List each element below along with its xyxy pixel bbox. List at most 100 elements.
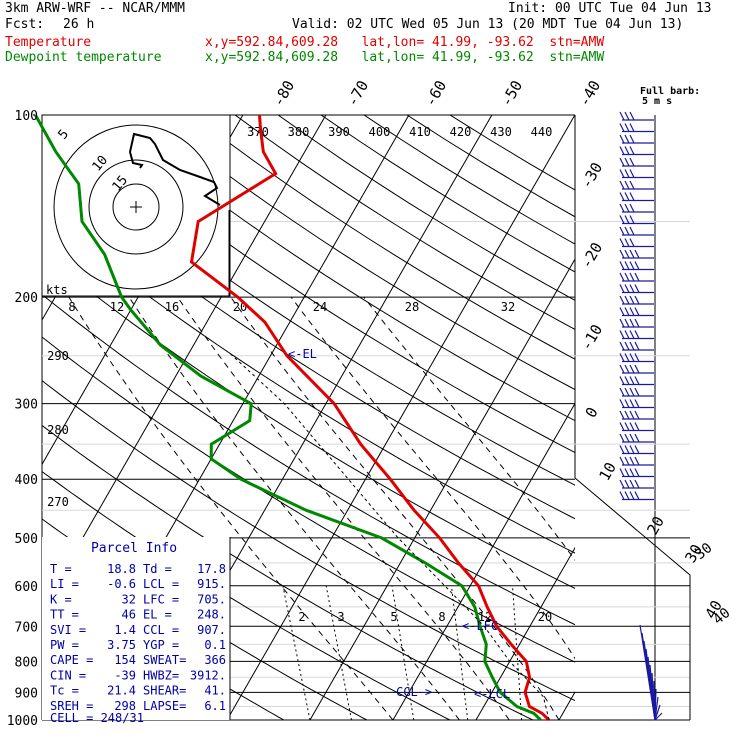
hodograph-units: kts — [46, 283, 68, 297]
mixing-ratio-line — [584, 586, 589, 720]
parcel-key: CIN = — [50, 668, 86, 682]
hodograph-speed-label: 28 — [405, 300, 419, 314]
isotherm — [309, 258, 575, 720]
parcel-key: T = — [50, 562, 72, 576]
wind-barb-flag — [629, 468, 635, 477]
wind-barb-flag — [629, 445, 635, 454]
mixing-ratio-line — [450, 585, 469, 720]
wind-barb-flag — [619, 295, 625, 305]
dry-adiabat — [191, 115, 575, 360]
parcel-key: EL = — [143, 608, 172, 622]
theta-label: 440 — [531, 125, 553, 139]
moist-adiabat — [177, 296, 510, 720]
wind-barb-flag — [624, 479, 630, 489]
parcel-key: LFC = — [143, 592, 179, 606]
wind-barb-flag — [634, 468, 640, 477]
wind-barb-flag — [624, 353, 630, 362]
wind-barb-flag — [624, 387, 630, 397]
wind-barb-flag — [629, 180, 635, 190]
hodograph-speed-label: 32 — [501, 300, 515, 314]
wind-barb-flag — [634, 318, 640, 328]
parcel-panel-bg — [42, 537, 230, 720]
wind-barb-flag — [629, 134, 635, 144]
moist-adiabat — [128, 296, 460, 720]
pressure-label-600: 600 — [15, 580, 38, 595]
wind-barb-flag — [624, 157, 630, 167]
mixing-ratio-label: 5 — [390, 610, 397, 624]
theta-label: 410 — [409, 125, 431, 139]
pressure-tick-labels: 100 200 300 400 500 600 700 800 900 1000 — [7, 109, 38, 729]
isotherm — [226, 115, 575, 720]
wind-barb-flag — [624, 433, 630, 443]
pressure-label-700: 700 — [15, 620, 38, 635]
wind-barb-flag — [619, 180, 625, 190]
dewpoint-legend: Dewpoint temperature — [5, 50, 162, 65]
isotherm-label: -70 — [343, 77, 372, 109]
wind-barb-flag — [619, 134, 625, 144]
isotherm-label: 20 — [643, 513, 668, 538]
dry-adiabat — [42, 424, 534, 720]
parcel-key: LI = — [50, 577, 79, 591]
parcel-value: 32 — [122, 592, 136, 606]
wind-barb-flag — [629, 353, 635, 362]
wind-barb-flag — [619, 215, 625, 224]
dry-adiabat — [320, 115, 575, 273]
dry-adiabat — [42, 252, 575, 589]
parcel-value: 18.8 — [107, 562, 136, 576]
wind-barb-flag — [619, 192, 625, 201]
parcel-key: Tc = — [50, 684, 79, 698]
wind-barb-flag — [624, 134, 630, 144]
wind-barb-flag — [619, 261, 625, 270]
wind-barb-flag — [624, 284, 630, 293]
wind-barb-flag — [634, 249, 640, 259]
wind-barb-flag — [619, 146, 625, 155]
wind-barb-flag — [624, 491, 630, 500]
wind-barb-flag — [619, 410, 625, 420]
dry-adiabat — [62, 115, 575, 454]
dry-adiabat — [42, 293, 575, 626]
pressure-label-1000: 1000 — [7, 714, 38, 729]
isotherm-label: 10 — [595, 459, 620, 484]
wind-barb-flag — [629, 111, 635, 121]
hodograph-ring — [88, 159, 184, 255]
theta-label: 430 — [490, 125, 512, 139]
parcel-value: -0.6 — [107, 577, 136, 591]
wind-barb-flag — [634, 479, 640, 489]
wind-barb-flag — [624, 445, 630, 454]
temperature-location: x,y=592.84,609.28 lat,lon= 41.99, -93.62… — [205, 35, 605, 50]
wind-barb-flag — [624, 249, 630, 259]
sounding-profiles — [34, 114, 551, 722]
mixing-ratio-line — [512, 585, 523, 720]
parcel-key: PW = — [50, 638, 79, 652]
wind-barb-flag — [624, 295, 630, 305]
hodograph-speed-label: 24 — [313, 300, 327, 314]
moist-adiabat — [290, 296, 575, 660]
wind-barb-flag — [629, 376, 635, 385]
isotherm-label: -10 — [577, 321, 606, 353]
isotherm-label: -40 — [575, 77, 604, 109]
wind-barb-flag — [634, 353, 640, 362]
mixing-ratio-label: 2 — [298, 610, 305, 624]
wind-barb-low — [654, 696, 659, 721]
pressure-label-900: 900 — [15, 686, 38, 701]
parcel-key: K = — [50, 592, 72, 606]
barb-legend-units: 5 m s — [642, 96, 672, 107]
wind-barb-flag — [624, 399, 630, 408]
parcel-cell: CELL = 248/31 — [50, 711, 144, 725]
wind-barb-flag — [624, 180, 630, 190]
dry-adiabat — [42, 211, 575, 554]
wind-barb-flag — [634, 376, 640, 385]
lfc-marker: <-LFC — [462, 619, 498, 633]
forecast-hour: 26 h — [63, 17, 95, 32]
wind-barb-flag — [629, 192, 635, 201]
init-time: Init: 00 UTC Tue 04 Jun 13 — [508, 1, 712, 16]
wind-barb-flag — [624, 226, 630, 236]
wind-barb-flag — [619, 226, 625, 236]
parcel-value: 21.4 — [107, 684, 136, 698]
isotherm-label: -60 — [421, 77, 450, 109]
wind-barb-flag — [619, 491, 625, 500]
parcel-value: 705. — [197, 592, 226, 606]
isotherm-label: -20 — [577, 239, 606, 271]
wind-barb-flag — [634, 295, 640, 305]
